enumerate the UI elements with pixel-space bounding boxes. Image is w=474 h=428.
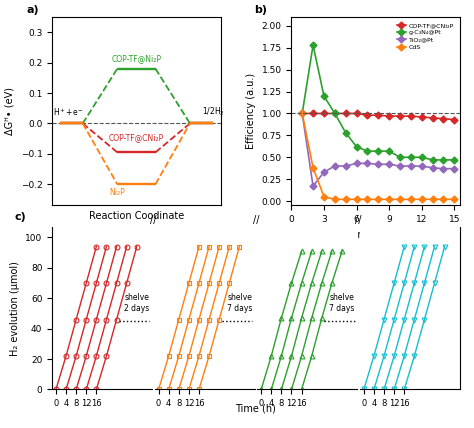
TiO₂@Pt xyxy=(310,184,316,189)
COP-TF@CNi₂P xyxy=(354,111,359,116)
g-C₃N₄@Pt xyxy=(354,144,359,149)
g-C₃N₄@Pt xyxy=(321,93,327,98)
Line: g-C₃N₄@Pt: g-C₃N₄@Pt xyxy=(300,43,457,162)
COP-TF@CNi₂P xyxy=(408,113,414,119)
Text: //: // xyxy=(253,215,259,225)
TiO₂@Pt xyxy=(343,163,348,169)
CdS xyxy=(452,197,457,202)
Text: shelve
7 days: shelve 7 days xyxy=(329,293,355,312)
Line: COP-TF@CNi₂P: COP-TF@CNi₂P xyxy=(300,111,457,122)
CdS xyxy=(300,111,305,116)
CdS xyxy=(375,197,381,202)
g-C₃N₄@Pt xyxy=(397,155,403,160)
CdS xyxy=(354,197,359,202)
TiO₂@Pt xyxy=(365,161,370,166)
g-C₃N₄@Pt xyxy=(386,149,392,154)
g-C₃N₄@Pt xyxy=(365,149,370,154)
CdS xyxy=(419,197,425,202)
g-C₃N₄@Pt xyxy=(332,111,337,116)
Text: 1/2H$_2$: 1/2H$_2$ xyxy=(202,105,225,118)
CdS xyxy=(386,197,392,202)
g-C₃N₄@Pt xyxy=(300,111,305,116)
g-C₃N₄@Pt xyxy=(419,155,425,160)
Text: b): b) xyxy=(254,6,267,15)
TiO₂@Pt xyxy=(452,166,457,171)
TiO₂@Pt xyxy=(354,161,359,166)
Text: shelve
2 days: shelve 2 days xyxy=(124,293,149,312)
COP-TF@CNi₂P xyxy=(397,113,403,119)
COP-TF@CNi₂P xyxy=(343,111,348,116)
COP-TF@CNi₂P xyxy=(430,115,436,120)
COP-TF@CNi₂P xyxy=(310,111,316,116)
g-C₃N₄@Pt xyxy=(310,42,316,48)
TiO₂@Pt xyxy=(430,165,436,170)
COP-TF@CNi₂P xyxy=(321,111,327,116)
CdS xyxy=(430,197,436,202)
TiO₂@Pt xyxy=(332,163,337,169)
Text: COP-TF@Ni₂P: COP-TF@Ni₂P xyxy=(111,54,161,63)
COP-TF@CNi₂P xyxy=(452,117,457,122)
TiO₂@Pt xyxy=(397,163,403,169)
g-C₃N₄@Pt xyxy=(343,130,348,135)
Text: Time (h): Time (h) xyxy=(236,404,276,414)
Line: TiO₂@Pt: TiO₂@Pt xyxy=(300,111,457,189)
TiO₂@Pt xyxy=(386,162,392,167)
g-C₃N₄@Pt xyxy=(408,155,414,160)
COP-TF@CNi₂P xyxy=(365,113,370,118)
CdS xyxy=(441,197,447,202)
CdS xyxy=(397,197,403,202)
Y-axis label: H₂ evolution (μmol): H₂ evolution (μmol) xyxy=(9,261,19,356)
TiO₂@Pt xyxy=(441,166,447,171)
COP-TF@CNi₂P xyxy=(419,114,425,119)
Legend: COP-TF@CNi₂P, g-C₃N₄@Pt, TiO₂@Pt, CdS: COP-TF@CNi₂P, g-C₃N₄@Pt, TiO₂@Pt, CdS xyxy=(394,20,456,52)
COP-TF@CNi₂P xyxy=(332,111,337,116)
CdS xyxy=(321,194,327,199)
CdS xyxy=(343,197,348,202)
Y-axis label: ΔGᴴ• (eV): ΔGᴴ• (eV) xyxy=(5,87,15,135)
TiO₂@Pt xyxy=(375,162,381,167)
TiO₂@Pt xyxy=(419,163,425,169)
X-axis label: Reaction Coodinate: Reaction Coodinate xyxy=(89,211,184,221)
CdS xyxy=(365,197,370,202)
Text: a): a) xyxy=(27,6,39,15)
Text: //: // xyxy=(150,215,156,225)
g-C₃N₄@Pt xyxy=(430,158,436,163)
g-C₃N₄@Pt xyxy=(441,158,447,163)
Text: shelve
7 days: shelve 7 days xyxy=(227,293,252,312)
Text: H$^+$+e$^-$: H$^+$+e$^-$ xyxy=(53,106,84,118)
TiO₂@Pt xyxy=(300,111,305,116)
COP-TF@CNi₂P xyxy=(375,113,381,118)
Text: COP-TF@CNi₂P: COP-TF@CNi₂P xyxy=(109,133,164,142)
TiO₂@Pt xyxy=(408,163,414,169)
CdS xyxy=(408,197,414,202)
Y-axis label: Efficiency (a.u.): Efficiency (a.u.) xyxy=(246,73,256,149)
Line: CdS: CdS xyxy=(300,111,457,202)
COP-TF@CNi₂P xyxy=(441,116,447,121)
Text: c): c) xyxy=(14,212,26,222)
g-C₃N₄@Pt xyxy=(375,149,381,154)
g-C₃N₄@Pt xyxy=(452,158,457,163)
Text: //: // xyxy=(356,215,362,225)
COP-TF@CNi₂P xyxy=(300,111,305,116)
CdS xyxy=(332,197,337,202)
X-axis label: Time (day): Time (day) xyxy=(349,230,402,240)
CdS xyxy=(310,165,316,170)
TiO₂@Pt xyxy=(321,169,327,175)
COP-TF@CNi₂P xyxy=(386,113,392,119)
Text: Ni₂P: Ni₂P xyxy=(109,188,125,197)
